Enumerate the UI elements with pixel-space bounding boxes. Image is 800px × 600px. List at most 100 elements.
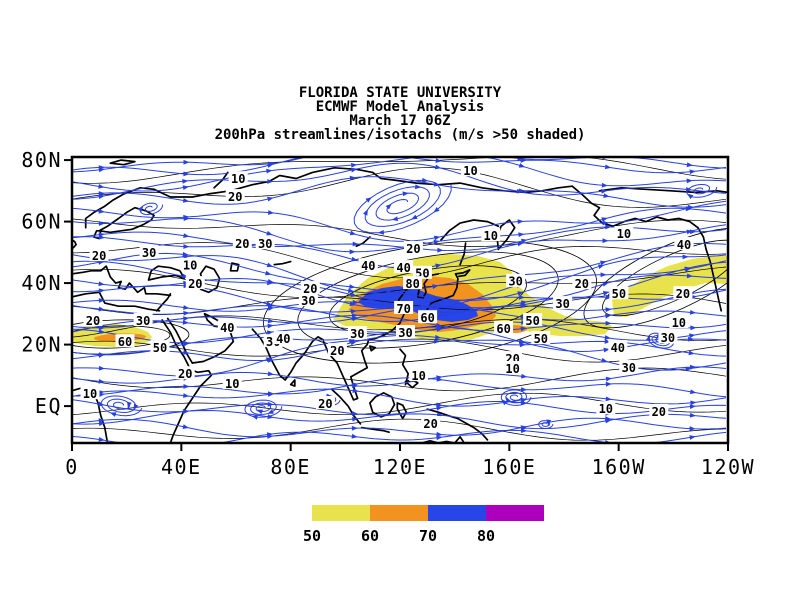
coastline: [440, 219, 500, 241]
streamline-arrow: [605, 320, 612, 326]
isotach-label-box: [175, 366, 195, 380]
streamline-arrow: [436, 324, 443, 330]
isotach-label-box: [327, 343, 347, 357]
shaded-region-70: [358, 286, 478, 322]
isotach-label: 10: [463, 164, 477, 178]
y-tick-label: EQ: [35, 394, 62, 418]
coastline: [399, 348, 410, 386]
isotach-label-box: [481, 228, 501, 242]
streamline: [72, 314, 727, 333]
streamline-arrow: [605, 294, 612, 300]
streamline-arrow: [351, 256, 358, 262]
streamline-arrow: [267, 323, 274, 329]
streamline-arrow: [517, 241, 524, 247]
streamline-arrow: [183, 316, 190, 321]
streamline-arrow: [182, 185, 189, 190]
coastline: [72, 265, 172, 297]
isotach-label: 20: [330, 344, 344, 358]
streamline-arrow: [605, 224, 612, 230]
streamline-arrow: [686, 273, 693, 279]
isotach-contour-line: [72, 266, 727, 298]
streamline-arrow: [434, 164, 442, 170]
isotach-label: 10: [672, 316, 686, 330]
streamline-arrow: [521, 387, 528, 392]
isotach-label: 30: [661, 331, 675, 345]
streamline-arrow: [597, 264, 605, 269]
streamline-arrow: [98, 378, 105, 384]
streamline-arrow: [603, 193, 610, 198]
streamline: [72, 157, 727, 176]
streamline-arrow: [98, 191, 105, 196]
streamline-arrow: [377, 229, 384, 235]
coastline: [98, 206, 155, 234]
streamline-gyre: [500, 389, 532, 406]
streamline-arrow: [518, 294, 525, 300]
streamline-arrow: [266, 262, 274, 268]
streamline-arrow: [601, 189, 608, 194]
streamline-arrow: [436, 402, 443, 408]
coastline: [697, 226, 723, 312]
x-tick-label: 40E: [161, 455, 202, 479]
isotach-label-box: [225, 189, 245, 203]
streamline-arrow: [352, 241, 359, 247]
streamline-arrow: [520, 303, 527, 309]
isotach-label-box: [180, 257, 200, 271]
coastline: [93, 229, 102, 240]
streamline-arrow: [436, 314, 443, 319]
isotach-label: 10: [231, 172, 245, 186]
streamline-arrow: [546, 419, 552, 426]
isotach-label: 30: [622, 361, 636, 375]
coastline: [72, 291, 161, 312]
isotach-label-box: [494, 321, 514, 334]
streamline-arrow: [518, 163, 526, 168]
streamline-arrow: [349, 284, 356, 290]
colorbar-tick-label: 50: [303, 527, 321, 545]
coastline: [191, 312, 235, 364]
isotach-label: 20: [575, 277, 589, 291]
streamline-arrow: [256, 409, 264, 415]
streamline-arrow: [520, 326, 527, 332]
coastline: [369, 345, 377, 352]
coastline: [161, 319, 191, 369]
isotach-contour-line: [72, 367, 727, 392]
streamline-arrow: [436, 405, 443, 411]
streamline-arrow: [183, 305, 190, 310]
coastline: [109, 159, 136, 166]
x-tick-label: 120E: [373, 455, 427, 479]
streamline-arrow: [604, 164, 612, 170]
coastline: [289, 379, 296, 387]
streamline-arrow: [436, 303, 443, 309]
isotach-contour-ring: [72, 319, 190, 355]
streamline: [72, 157, 727, 192]
streamline-arrow: [98, 390, 105, 395]
streamline-arrow: [602, 220, 609, 226]
streamline-arrow: [98, 329, 105, 334]
streamline-arrow: [363, 209, 368, 216]
streamline-arrow: [351, 382, 359, 388]
streamline-arrow: [267, 371, 274, 377]
streamline-arrow: [688, 350, 695, 356]
streamline-arrow: [433, 295, 440, 301]
streamline-arrow: [688, 336, 695, 342]
colorbar-tick-label: 80: [477, 527, 495, 545]
isotach-label: 20: [178, 367, 192, 381]
isotach-label-box: [89, 248, 109, 262]
streamline-arrow: [183, 393, 190, 398]
streamline: [72, 388, 727, 407]
isotach-label-box: [255, 236, 275, 250]
isotach-label: 30: [555, 297, 569, 311]
isotach-label-box: [608, 340, 628, 354]
streamline-arrow: [183, 171, 190, 177]
streamline-arrow: [689, 309, 697, 315]
streamline-arrow: [351, 313, 358, 318]
streamline-arrow: [519, 342, 526, 348]
isotach-label-box: [150, 340, 170, 354]
isotach-label-box: [674, 237, 694, 250]
streamline-arrow: [351, 149, 357, 154]
streamline-arrow: [605, 376, 612, 382]
coastline: [147, 265, 185, 281]
streamline-arrow: [605, 396, 612, 402]
streamline-arrow: [435, 158, 442, 163]
streamline-arrow: [182, 179, 189, 184]
